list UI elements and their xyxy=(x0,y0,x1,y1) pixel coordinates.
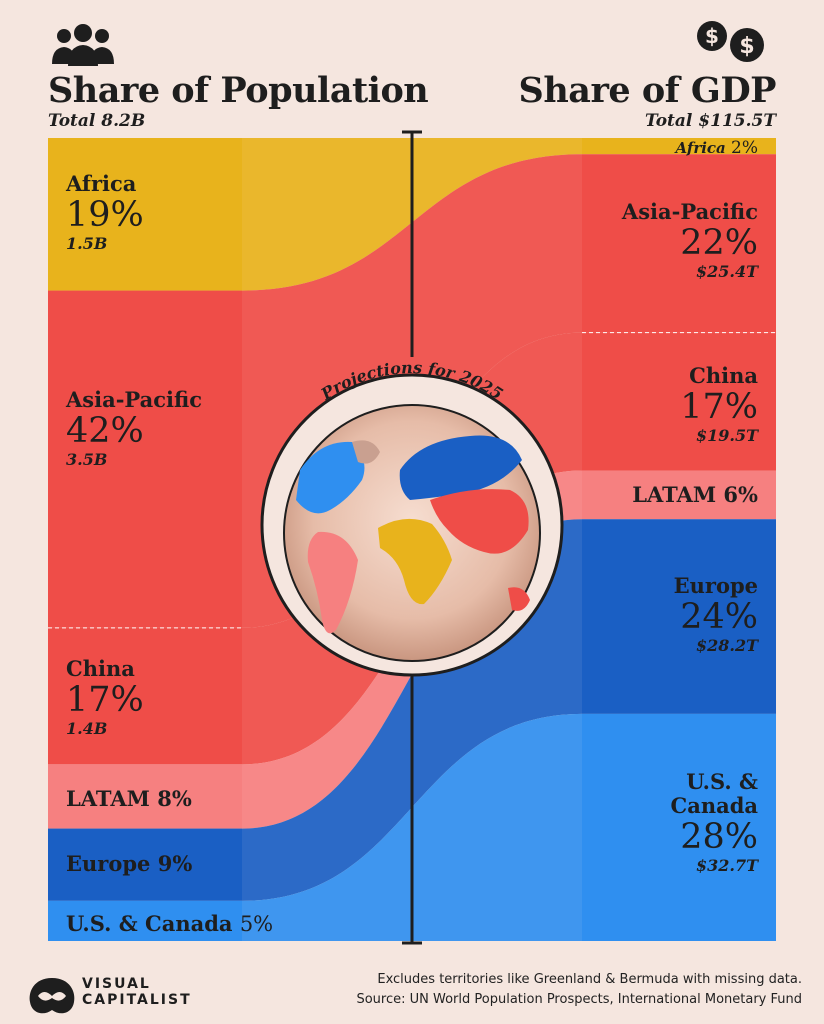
right-asia-pacific-label: Asia-Pacific 22% $25.4T xyxy=(621,199,758,282)
coins-icon: $ $ xyxy=(697,21,764,62)
svg-text:$: $ xyxy=(739,34,754,59)
footnote: Excludes territories like Greenland & Be… xyxy=(377,972,802,987)
gdp-title: Share of GDP xyxy=(518,70,777,111)
left-bar-china xyxy=(48,627,242,765)
left-latam-label: LATAM 8% xyxy=(66,786,192,811)
right-bar-asia-pacific xyxy=(582,154,776,333)
svg-text:$: $ xyxy=(705,24,719,48)
left-europe-label: Europe 9% xyxy=(66,851,193,876)
right-bar-china xyxy=(582,332,776,471)
right-europe-label: Europe 24% $28.2T xyxy=(673,573,758,656)
left-china-label: China 17% 1.4B xyxy=(66,656,144,739)
left-bar-latam xyxy=(48,764,242,829)
right-latam-label: LATAM 6% xyxy=(632,482,758,507)
right-bar-africa xyxy=(582,138,776,155)
right-us-canada-label: U.S. & Canada 28% $32.7T xyxy=(670,769,759,876)
population-title: Share of Population xyxy=(48,70,429,111)
source-note: Source: UN World Population Prospects, I… xyxy=(356,992,802,1007)
right-africa-label: Africa 2% xyxy=(675,138,759,158)
stacked-bars xyxy=(48,138,776,941)
left-bar-europe xyxy=(48,828,242,901)
left-bar-u-s-canada xyxy=(48,900,242,941)
logo-text: VISUAL CAPITALIST xyxy=(82,976,192,1008)
right-bar-u-s-canada xyxy=(582,713,776,941)
right-bar-europe xyxy=(582,519,776,714)
left-bar-africa xyxy=(48,138,242,291)
people-icon xyxy=(52,24,114,66)
left-bar-asia-pacific xyxy=(48,290,242,628)
right-bar-latam xyxy=(582,470,776,520)
left-us-canada-label: U.S. & Canada 5% xyxy=(66,911,274,936)
gdp-total: Total $115.5T xyxy=(645,111,776,131)
left-asia-pacific-label: Asia-Pacific 42% 3.5B xyxy=(66,387,203,470)
visual-capitalist-logo xyxy=(29,978,75,1014)
flow-bands xyxy=(242,138,582,941)
right-china-label: China 17% $19.5T xyxy=(680,363,758,446)
left-africa-label: Africa 19% 1.5B xyxy=(66,171,144,254)
population-total: Total 8.2B xyxy=(48,111,146,131)
